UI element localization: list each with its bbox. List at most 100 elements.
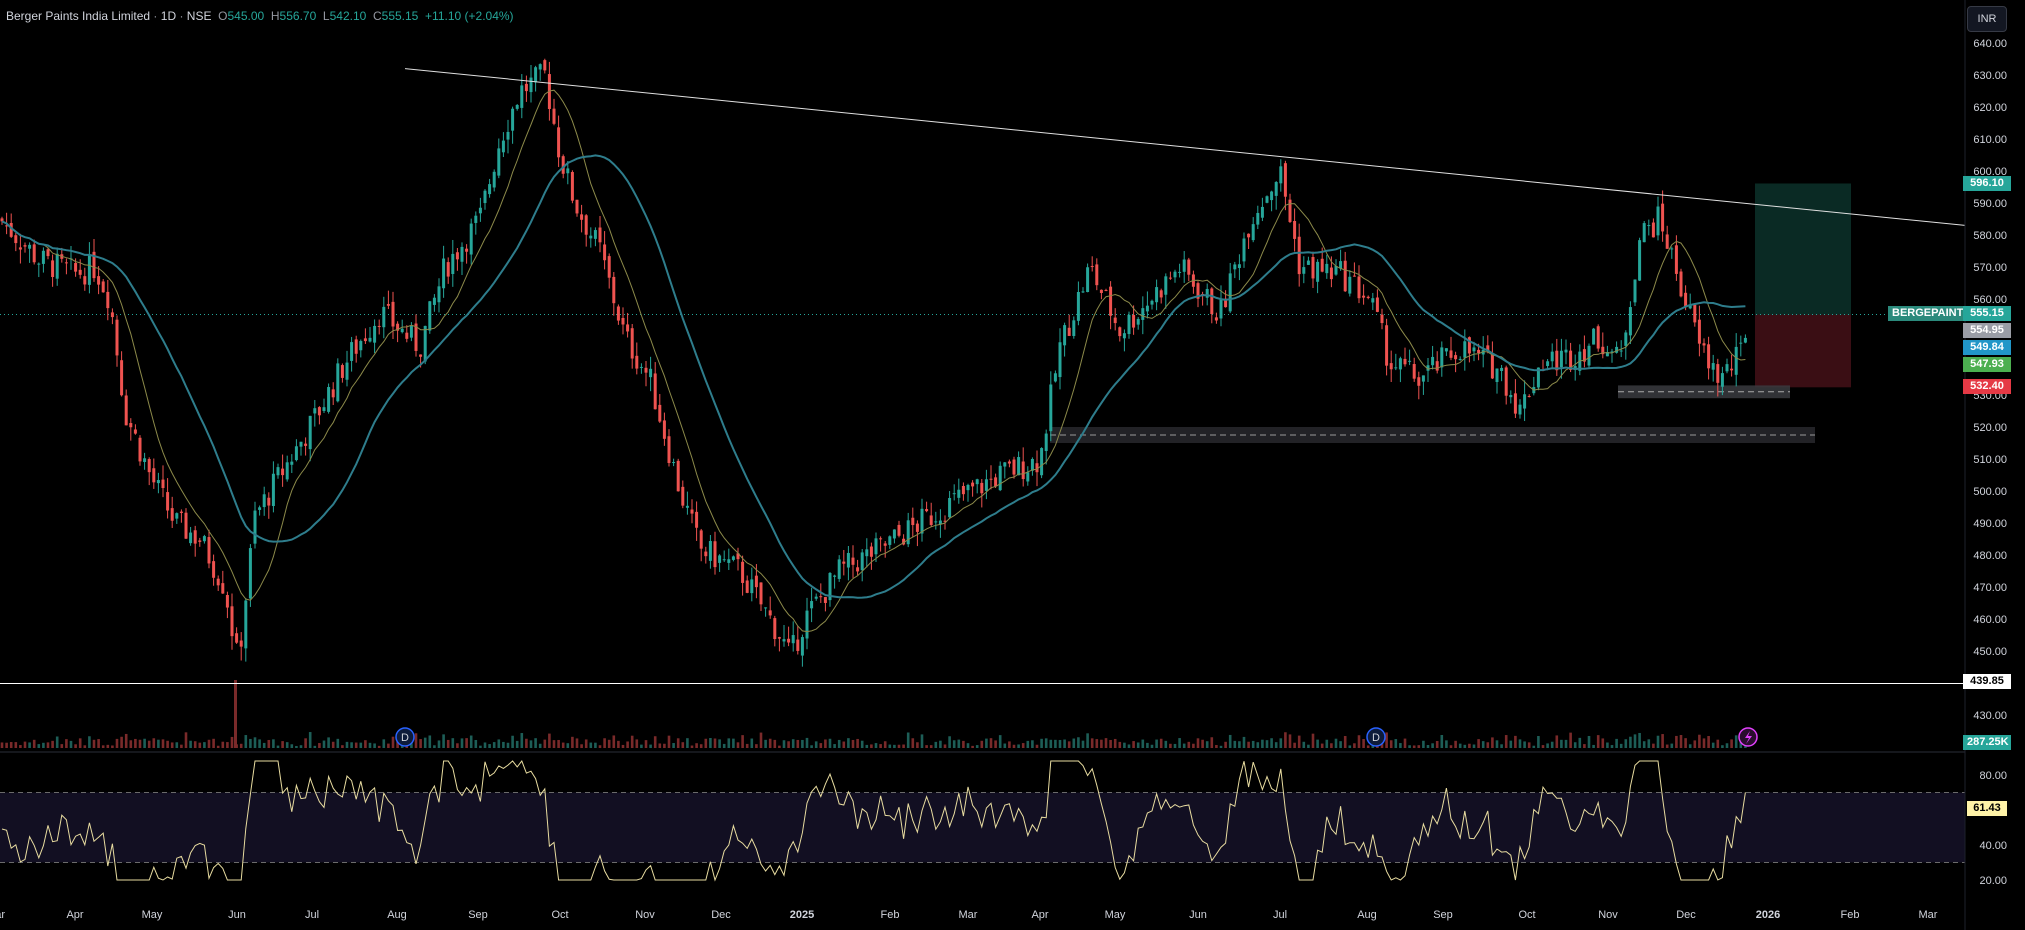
- candle-body[interactable]: [14, 235, 18, 244]
- candle-body[interactable]: [1228, 273, 1232, 312]
- candle-body[interactable]: [51, 260, 55, 278]
- candle-body[interactable]: [1044, 433, 1048, 452]
- candle-body[interactable]: [1141, 308, 1145, 320]
- candle-body[interactable]: [865, 549, 869, 557]
- candle-body[interactable]: [1605, 352, 1609, 357]
- candle-body[interactable]: [83, 276, 87, 285]
- candle-body[interactable]: [1072, 320, 1076, 337]
- candle-body[interactable]: [1435, 361, 1439, 371]
- candle-body[interactable]: [281, 468, 285, 476]
- candle-body[interactable]: [1619, 350, 1623, 352]
- candle-body[interactable]: [971, 482, 975, 487]
- candle-body[interactable]: [386, 304, 390, 306]
- candle-body[interactable]: [662, 420, 666, 439]
- candle-body[interactable]: [92, 251, 96, 279]
- candle-body[interactable]: [1440, 347, 1444, 368]
- candle-body[interactable]: [184, 512, 188, 539]
- candle-body[interactable]: [1587, 345, 1591, 366]
- candle-body[interactable]: [1403, 358, 1407, 365]
- candle-body[interactable]: [1168, 277, 1172, 279]
- candle-body[interactable]: [1670, 248, 1674, 250]
- candle-body[interactable]: [1523, 394, 1527, 409]
- candle-body[interactable]: [1219, 299, 1223, 319]
- candle-body[interactable]: [874, 538, 878, 555]
- candle-body[interactable]: [271, 473, 275, 507]
- candle-body[interactable]: [676, 460, 680, 492]
- candle-body[interactable]: [244, 600, 248, 649]
- candle-body[interactable]: [294, 446, 298, 461]
- target-zone[interactable]: [1755, 183, 1851, 315]
- candle-body[interactable]: [1081, 291, 1085, 293]
- candle-body[interactable]: [1237, 264, 1241, 268]
- candle-body[interactable]: [1099, 289, 1103, 293]
- candle-body[interactable]: [373, 325, 377, 343]
- candle-body[interactable]: [998, 465, 1002, 491]
- candle-body[interactable]: [350, 342, 354, 361]
- candle-body[interactable]: [41, 250, 45, 264]
- candle-body[interactable]: [428, 301, 432, 331]
- candle-body[interactable]: [1343, 260, 1347, 292]
- currency-button[interactable]: INR: [1967, 6, 2007, 32]
- candle-body[interactable]: [1017, 457, 1021, 476]
- candle-body[interactable]: [202, 536, 206, 542]
- descending-trendline[interactable]: [404, 68, 1966, 226]
- candle-body[interactable]: [225, 594, 229, 608]
- candle-body[interactable]: [911, 517, 915, 526]
- candle-body[interactable]: [235, 633, 239, 643]
- candle-body[interactable]: [317, 407, 321, 416]
- candle-body[interactable]: [64, 262, 68, 264]
- candle-body[interactable]: [212, 561, 216, 578]
- candle-body[interactable]: [189, 532, 193, 544]
- candle-body[interactable]: [1458, 358, 1462, 360]
- candle-body[interactable]: [1325, 263, 1329, 274]
- candle-body[interactable]: [837, 559, 841, 579]
- candle-body[interactable]: [336, 363, 340, 402]
- interval[interactable]: 1D: [160, 9, 177, 23]
- candle-body[interactable]: [511, 108, 515, 131]
- candle-body[interactable]: [589, 235, 593, 239]
- candle-body[interactable]: [1601, 346, 1605, 355]
- candle-body[interactable]: [147, 459, 151, 473]
- candle-body[interactable]: [1233, 264, 1237, 270]
- candle-body[interactable]: [451, 253, 455, 274]
- candle-body[interactable]: [1205, 288, 1209, 298]
- candle-body[interactable]: [1702, 343, 1706, 346]
- candle-body[interactable]: [593, 230, 597, 239]
- candle-body[interactable]: [1665, 234, 1669, 249]
- candle-body[interactable]: [1454, 355, 1458, 360]
- candle-body[interactable]: [570, 172, 574, 201]
- candle-body[interactable]: [1504, 367, 1508, 396]
- candle-body[interactable]: [897, 524, 901, 536]
- candle-body[interactable]: [1155, 287, 1159, 303]
- candle-body[interactable]: [1651, 222, 1655, 238]
- candle-body[interactable]: [699, 530, 703, 549]
- candle-body[interactable]: [1329, 267, 1333, 280]
- candle-body[interactable]: [363, 338, 367, 342]
- candle-body[interactable]: [906, 520, 910, 545]
- candle-body[interactable]: [690, 509, 694, 514]
- candle-body[interactable]: [777, 637, 781, 639]
- candle-body[interactable]: [1178, 271, 1182, 273]
- candle-body[interactable]: [1550, 351, 1554, 362]
- candle-body[interactable]: [1293, 220, 1297, 239]
- candle-body[interactable]: [1444, 348, 1448, 352]
- candle-body[interactable]: [55, 253, 59, 279]
- candle-body[interactable]: [1633, 279, 1637, 303]
- candle-body[interactable]: [708, 541, 712, 561]
- candle-body[interactable]: [193, 530, 197, 544]
- candle-body[interactable]: [1743, 337, 1747, 343]
- candle-body[interactable]: [1647, 225, 1651, 227]
- candle-body[interactable]: [630, 328, 634, 359]
- candle-body[interactable]: [198, 540, 202, 542]
- candle-body[interactable]: [455, 252, 459, 260]
- candle-body[interactable]: [1348, 276, 1352, 294]
- candle-body[interactable]: [285, 462, 289, 480]
- candle-body[interactable]: [129, 423, 133, 428]
- candle-body[interactable]: [175, 513, 179, 519]
- candle-body[interactable]: [1615, 346, 1619, 353]
- candle-body[interactable]: [156, 480, 160, 484]
- candle-body[interactable]: [1109, 286, 1113, 316]
- candle-body[interactable]: [101, 281, 105, 293]
- candle-body[interactable]: [1311, 257, 1315, 279]
- candle-body[interactable]: [1210, 288, 1214, 315]
